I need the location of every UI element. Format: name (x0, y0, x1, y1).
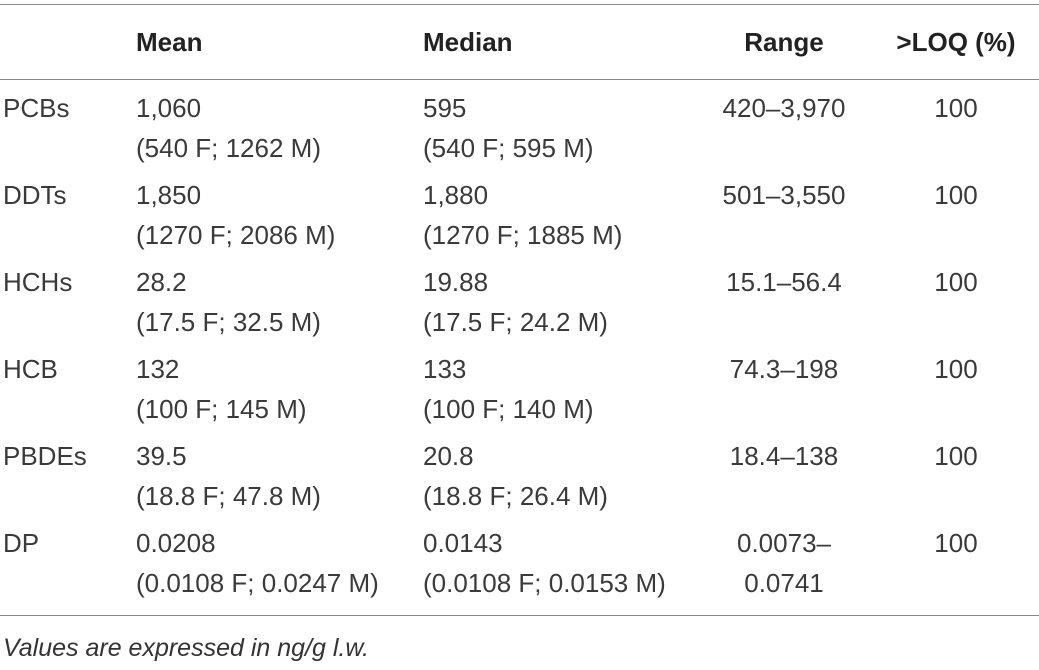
table-row: PBDEs 39.5 (18.8 F; 47.8 M) 20.8 (18.8 F… (0, 436, 1039, 523)
row-loq: 100 (934, 267, 978, 297)
row-median: 595 (540 F; 595 M) (420, 80, 695, 176)
mean-value: 1,850 (136, 180, 202, 210)
median-detail: (18.8 F; 26.4 M) (423, 481, 608, 511)
row-range: 15.1–56.4 (695, 262, 873, 349)
row-name: PBDEs (3, 441, 87, 471)
table-row: HCHs 28.2 (17.5 F; 32.5 M) 19.88 (17.5 F… (0, 262, 1039, 349)
median-detail: (17.5 F; 24.2 M) (423, 307, 608, 337)
row-mean: 1,850 (1270 F; 2086 M) (133, 175, 420, 262)
mean-detail: (18.8 F; 47.8 M) (136, 481, 321, 511)
row-range: 0.0073– 0.0741 (695, 523, 873, 616)
median-value: 20.8 (423, 441, 474, 471)
mean-value: 0.0208 (136, 528, 216, 558)
table-row: HCB 132 (100 F; 145 M) 133 (100 F; 140 M… (0, 349, 1039, 436)
row-range: 18.4–138 (695, 436, 873, 523)
median-value: 0.0143 (423, 528, 503, 558)
mean-detail: (0.0108 F; 0.0247 M) (136, 568, 379, 598)
row-median: 19.88 (17.5 F; 24.2 M) (420, 262, 695, 349)
header-name (0, 5, 133, 80)
median-detail: (0.0108 F; 0.0153 M) (423, 568, 666, 598)
row-median: 1,880 (1270 F; 1885 M) (420, 175, 695, 262)
median-detail: (1270 F; 1885 M) (423, 220, 623, 250)
mean-value: 132 (136, 354, 180, 384)
row-loq: 100 (934, 441, 978, 471)
mean-value: 28.2 (136, 267, 187, 297)
table-row: DDTs 1,850 (1270 F; 2086 M) 1,880 (1270 … (0, 175, 1039, 262)
table-row: DP 0.0208 (0.0108 F; 0.0247 M) 0.0143 (0… (0, 523, 1039, 616)
row-name: PCBs (3, 93, 70, 123)
range-value: 0.0073– (737, 528, 831, 558)
row-mean: 39.5 (18.8 F; 47.8 M) (133, 436, 420, 523)
row-loq: 100 (934, 528, 978, 558)
row-name: HCB (3, 354, 58, 384)
header-median: Median (423, 27, 513, 57)
mean-value: 1,060 (136, 93, 202, 123)
header-loq: >LOQ (%) (896, 27, 1016, 57)
row-loq: 100 (934, 93, 978, 123)
row-loq: 100 (934, 354, 978, 384)
row-mean: 132 (100 F; 145 M) (133, 349, 420, 436)
range-value: 420–3,970 (722, 93, 846, 123)
row-range: 420–3,970 (695, 80, 873, 176)
data-table: Mean Median Range >LOQ (%) PCBs 1,060 (5… (0, 4, 1039, 616)
range-value-cont: 0.0741 (744, 568, 824, 598)
table-row: PCBs 1,060 (540 F; 1262 M) 595 (540 F; 5… (0, 80, 1039, 176)
row-mean: 1,060 (540 F; 1262 M) (133, 80, 420, 176)
mean-detail: (100 F; 145 M) (136, 394, 307, 424)
row-median: 133 (100 F; 140 M) (420, 349, 695, 436)
range-value: 15.1–56.4 (726, 267, 842, 297)
row-mean: 28.2 (17.5 F; 32.5 M) (133, 262, 420, 349)
row-range: 501–3,550 (695, 175, 873, 262)
median-value: 133 (423, 354, 467, 384)
median-detail: (100 F; 140 M) (423, 394, 594, 424)
row-median: 0.0143 (0.0108 F; 0.0153 M) (420, 523, 695, 616)
mean-detail: (17.5 F; 32.5 M) (136, 307, 321, 337)
median-value: 595 (423, 93, 467, 123)
row-name: DDTs (3, 180, 67, 210)
mean-detail: (1270 F; 2086 M) (136, 220, 336, 250)
range-value: 501–3,550 (722, 180, 846, 210)
mean-value: 39.5 (136, 441, 187, 471)
row-median: 20.8 (18.8 F; 26.4 M) (420, 436, 695, 523)
row-name: DP (3, 528, 40, 558)
mean-detail: (540 F; 1262 M) (136, 133, 321, 163)
median-value: 19.88 (423, 267, 489, 297)
header-range: Range (744, 27, 824, 57)
row-range: 74.3–198 (695, 349, 873, 436)
range-value: 18.4–138 (729, 441, 839, 471)
row-name: HCHs (3, 267, 73, 297)
table-footnote: Values are expressed in ng/g l.w. (3, 634, 369, 662)
range-value: 74.3–198 (729, 354, 839, 384)
row-mean: 0.0208 (0.0108 F; 0.0247 M) (133, 523, 420, 616)
row-loq: 100 (934, 180, 978, 210)
header-mean: Mean (136, 27, 203, 57)
median-value: 1,880 (423, 180, 489, 210)
median-detail: (540 F; 595 M) (423, 133, 594, 163)
header-row: Mean Median Range >LOQ (%) (0, 4, 1039, 80)
